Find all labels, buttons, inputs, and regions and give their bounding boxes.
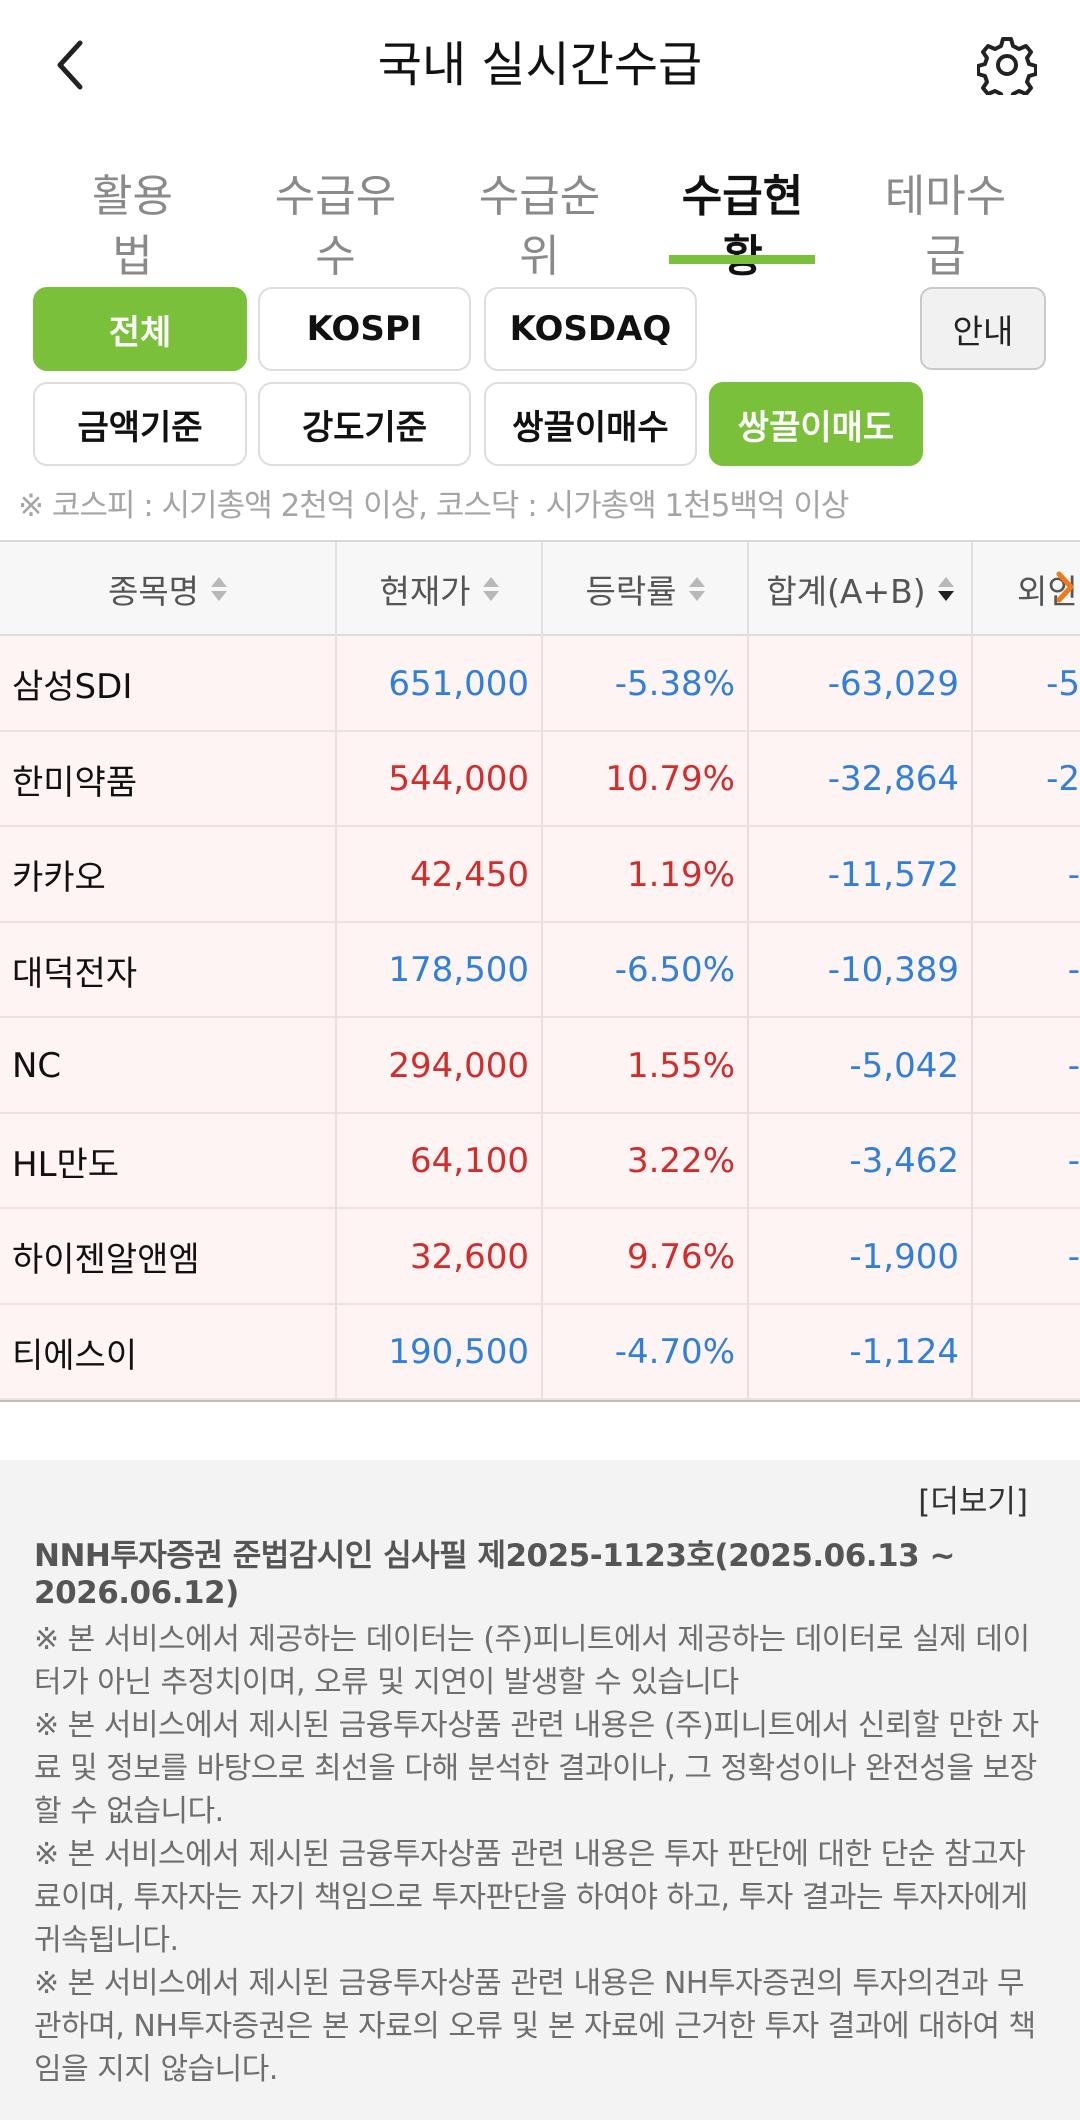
disclaimer-paragraph: ※ 본 서비스에서 제시된 금융투자상품 관련 내용은 NH투자증권의 투자의견… <box>34 1966 1036 2087</box>
change-cell: 3.22% <box>543 1113 749 1209</box>
filter-amount-button[interactable]: 금액기준 <box>33 382 247 466</box>
disclaimer-paragraph: ※ 본 서비스에서 제시된 금융투자상품 관련 내용은 투자 판단에 대한 단순… <box>34 1837 1028 1958</box>
page-title: 국내 실시간수급 <box>377 37 703 93</box>
tab-bar: 활용법 수급우수 수급순위 수급현황 테마수급 <box>0 155 1080 282</box>
price-cell: 544,000 <box>337 731 543 827</box>
total-cell: -63,029 <box>749 636 973 731</box>
guide-button[interactable]: 안내 <box>920 287 1046 370</box>
change-cell: 9.76% <box>543 1209 749 1304</box>
column-header-price[interactable]: 현재가 <box>337 542 543 636</box>
stock-name-cell: 티에스이 <box>0 1304 337 1400</box>
sort-icon <box>211 575 228 603</box>
supply-table: 종목명 현재가 등락률 합계(A+B) 외인 삼성SDI 651,000 -5.38… <box>0 540 1080 1402</box>
tab-supply-status[interactable]: 수급현황 <box>681 171 804 282</box>
table-row[interactable]: 티에스이 190,500 -4.70% -1,124 <box>0 1304 1080 1400</box>
total-cell: -5,042 <box>749 1018 973 1113</box>
filter-intensity-button[interactable]: 강도기준 <box>258 382 471 466</box>
change-cell: -6.50% <box>543 922 749 1018</box>
foreign-cell: - <box>1067 1236 1080 1277</box>
total-cell: -10,389 <box>749 922 973 1018</box>
price-cell: 190,500 <box>337 1304 543 1400</box>
foreign-cell: - <box>1067 1141 1080 1181</box>
change-cell: -4.70% <box>543 1304 749 1400</box>
filter-kosdaq-button[interactable]: KOSDAQ <box>484 287 697 371</box>
sort-icon <box>482 575 499 603</box>
app-header: 국내 실시간수급 <box>0 0 1080 130</box>
foreign-cell: - <box>1067 1045 1080 1086</box>
change-cell: -5.38% <box>543 636 749 731</box>
back-button[interactable] <box>40 30 100 100</box>
tab-theme-supply[interactable]: 테마수급 <box>884 171 1007 282</box>
change-cell: 10.79% <box>543 731 749 827</box>
disclaimer-paragraph: ※ 본 서비스에서 제시된 금융투자상품 관련 내용은 (주)피니트에서 신뢰할… <box>34 1708 1039 1829</box>
foreign-cell: - <box>1067 854 1080 895</box>
change-cell: 1.55% <box>543 1018 749 1113</box>
total-cell: -11,572 <box>749 827 973 922</box>
active-tab-indicator <box>669 255 815 264</box>
more-link[interactable]: [더보기] <box>918 1484 1028 1520</box>
tab-usage[interactable]: 활용법 <box>92 171 173 282</box>
table-row[interactable]: 삼성SDI 651,000 -5.38% -63,029 -5 <box>0 636 1080 732</box>
market-cap-note: ※ 코스피 : 시기총액 2천억 이상, 코스닥 : 시가총액 1천5백억 이상 <box>18 488 849 524</box>
price-cell: 178,500 <box>337 922 543 1018</box>
disclaimer-section: [더보기] NNH투자증권 준법감시인 심사필 제2025-1123호(2025… <box>0 1460 1080 2120</box>
table-row[interactable]: NC 294,000 1.55% -5,042 - <box>0 1018 1080 1114</box>
filter-all-button[interactable]: 전체 <box>33 287 247 371</box>
price-cell: 651,000 <box>337 636 543 731</box>
disclaimer-paragraph: ※ 본 서비스에서 제공하는 데이터는 (주)피니트에서 제공하는 데이터로 실… <box>34 1622 1030 1700</box>
filter-kospi-button[interactable]: KOSPI <box>258 287 471 371</box>
stock-name-cell: 카카오 <box>0 827 337 922</box>
stock-name-cell: 한미약품 <box>0 731 337 827</box>
foreign-cell <box>973 1305 1080 1400</box>
filter-double-sell-button[interactable]: 쌍끌이매도 <box>709 382 923 466</box>
column-header-total[interactable]: 합계(A+B) <box>749 542 973 636</box>
table-row[interactable]: HL만도 64,100 3.22% -3,462 - <box>0 1113 1080 1209</box>
total-cell: -1,900 <box>749 1209 973 1304</box>
compliance-license: NNH투자증권 준법감시인 심사필 제2025-1123호(2025.06.13… <box>34 1538 955 1611</box>
table-row[interactable]: 카카오 42,450 1.19% -11,572 - <box>0 827 1080 923</box>
stock-name-cell: 하이젠알앤엠 <box>0 1209 337 1304</box>
total-cell: -1,124 <box>749 1304 973 1400</box>
stock-name-cell: 대덕전자 <box>0 922 337 1018</box>
disclaimer-text: ※ 본 서비스에서 제공하는 데이터는 (주)피니트에서 제공하는 데이터로 실… <box>34 1618 1050 2091</box>
tab-supply-excellent[interactable]: 수급우수 <box>274 171 397 282</box>
back-arrow-icon <box>57 40 83 90</box>
tab-supply-rank[interactable]: 수급순위 <box>478 171 601 282</box>
total-cell: -32,864 <box>749 731 973 827</box>
total-cell: -3,462 <box>749 1113 973 1209</box>
stock-name-cell: NC <box>0 1018 337 1113</box>
column-header-change[interactable]: 등락률 <box>543 542 749 636</box>
table-header: 종목명 현재가 등락률 합계(A+B) 외인 <box>0 542 1080 636</box>
price-cell: 64,100 <box>337 1113 543 1209</box>
filter-double-buy-button[interactable]: 쌍끌이매수 <box>484 382 697 466</box>
foreign-cell: - <box>1067 950 1080 990</box>
change-cell: 1.19% <box>543 827 749 922</box>
sort-desc-icon <box>937 575 954 603</box>
gear-icon <box>977 37 1037 95</box>
table-row[interactable]: 대덕전자 178,500 -6.50% -10,389 - <box>0 922 1080 1018</box>
price-cell: 42,450 <box>337 827 543 922</box>
stock-name-cell: 삼성SDI <box>0 636 337 731</box>
foreign-cell: -2 <box>1046 759 1080 799</box>
sort-icon <box>688 575 705 603</box>
settings-button[interactable] <box>974 32 1040 98</box>
table-row[interactable]: 하이젠알앤엠 32,600 9.76% -1,900 - <box>0 1209 1080 1305</box>
price-cell: 32,600 <box>337 1209 543 1304</box>
chevron-right-icon[interactable] <box>1054 570 1076 604</box>
price-cell: 294,000 <box>337 1018 543 1113</box>
foreign-cell: -5 <box>1046 663 1080 704</box>
table-row[interactable]: 한미약품 544,000 10.79% -32,864 -2 <box>0 731 1080 827</box>
column-header-name[interactable]: 종목명 <box>0 542 337 636</box>
stock-name-cell: HL만도 <box>0 1113 337 1209</box>
